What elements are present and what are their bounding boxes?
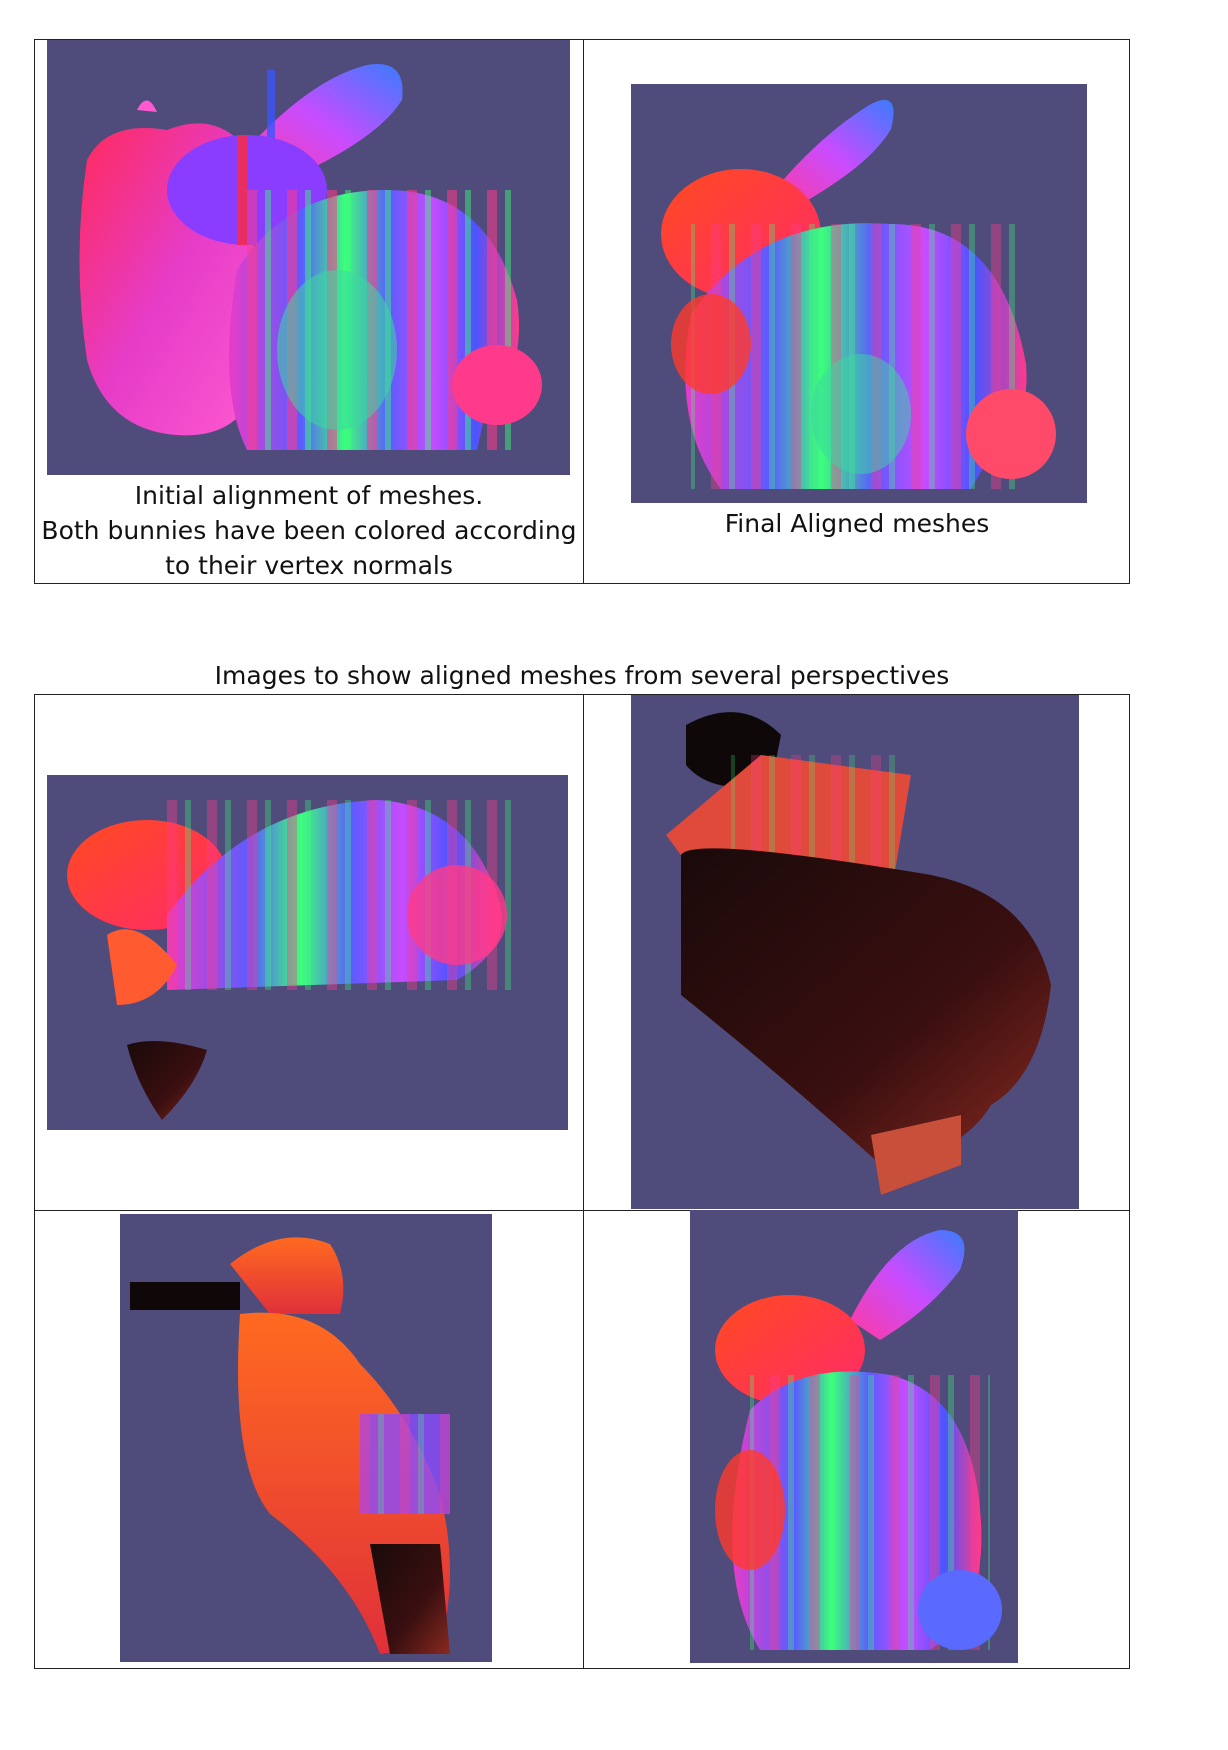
caption-line: Both bunnies have been colored according	[41, 516, 577, 545]
mesh-render-perspective-1	[47, 775, 568, 1130]
mesh-render-perspective-2	[631, 695, 1079, 1209]
perspectives-table	[34, 694, 1130, 1669]
caption-line: Initial alignment of meshes.	[134, 481, 484, 510]
section-title: Images to show aligned meshes from sever…	[214, 661, 950, 690]
final-aligned-caption: Final Aligned meshes	[724, 509, 990, 538]
perspectives-table-hdivider	[34, 1210, 1130, 1211]
initial-alignment-caption: Initial alignment of meshes. Both bunnie…	[35, 478, 583, 583]
caption-line: to their vertex normals	[165, 551, 453, 580]
top-table-divider	[583, 39, 584, 584]
perspectives-table-vdivider	[583, 694, 584, 1669]
mesh-render-initial	[47, 40, 570, 475]
top-table	[34, 39, 1130, 584]
mesh-render-final	[631, 84, 1087, 503]
mesh-render-perspective-4	[690, 1210, 1018, 1663]
mesh-render-perspective-3	[120, 1214, 492, 1662]
